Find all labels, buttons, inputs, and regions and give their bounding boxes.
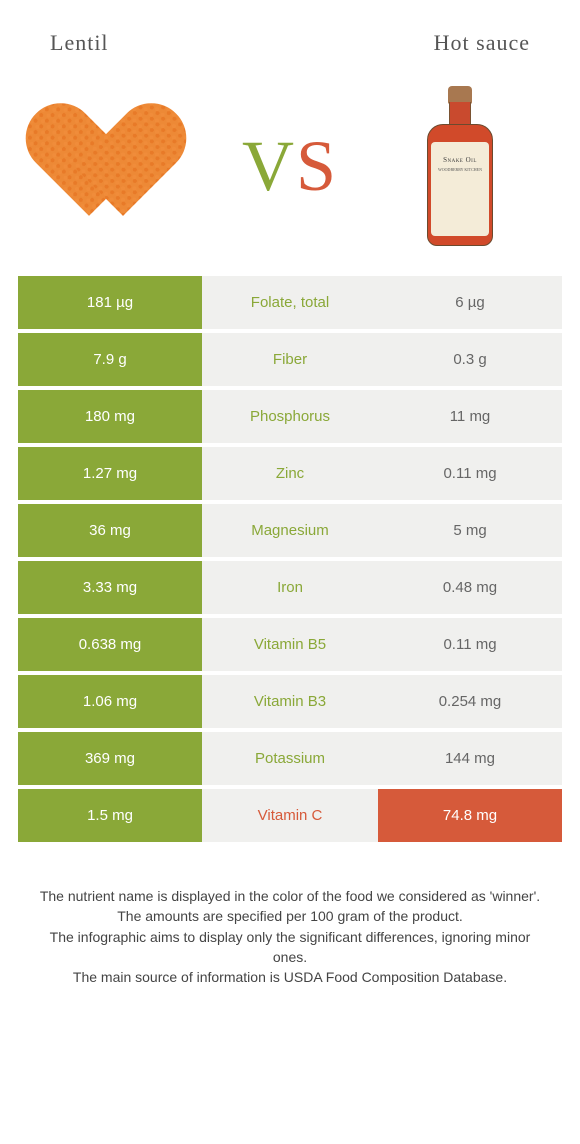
table-row: 180 mgPhosphorus11 mg	[18, 390, 562, 443]
table-row: 3.33 mgIron0.48 mg	[18, 561, 562, 614]
bottle-icon: Snake Oil WOODBERRY KITCHEN	[425, 86, 495, 246]
footer-line: The nutrient name is displayed in the co…	[36, 886, 544, 906]
right-food-title: Hot sauce	[434, 30, 530, 56]
table-row: 181 µgFolate, total6 µg	[18, 276, 562, 329]
right-value: 144 mg	[378, 732, 562, 785]
nutrient-label: Zinc	[202, 447, 378, 500]
nutrient-label: Fiber	[202, 333, 378, 386]
nutrient-label: Magnesium	[202, 504, 378, 557]
nutrient-table: 181 µgFolate, total6 µg7.9 gFiber0.3 g18…	[18, 276, 562, 842]
nutrient-label: Phosphorus	[202, 390, 378, 443]
left-value: 1.5 mg	[18, 789, 202, 842]
right-value: 11 mg	[378, 390, 562, 443]
table-row: 1.06 mgVitamin B30.254 mg	[18, 675, 562, 728]
left-value: 180 mg	[18, 390, 202, 443]
right-value: 74.8 mg	[378, 789, 562, 842]
left-food-title: Lentil	[50, 30, 109, 56]
table-row: 1.27 mgZinc0.11 mg	[18, 447, 562, 500]
images-row: VS Snake Oil WOODBERRY KITCHEN	[0, 66, 580, 276]
left-value: 7.9 g	[18, 333, 202, 386]
bottle-brand: Snake Oil	[443, 156, 477, 164]
left-value: 1.27 mg	[18, 447, 202, 500]
nutrient-label: Potassium	[202, 732, 378, 785]
nutrient-label: Vitamin B3	[202, 675, 378, 728]
nutrient-label: Vitamin C	[202, 789, 378, 842]
nutrient-label: Folate, total	[202, 276, 378, 329]
nutrient-label: Vitamin B5	[202, 618, 378, 671]
right-value: 5 mg	[378, 504, 562, 557]
left-value: 36 mg	[18, 504, 202, 557]
bottle-sub: WOODBERRY KITCHEN	[438, 168, 482, 173]
header: Lentil Hot sauce	[0, 0, 580, 66]
right-value: 0.11 mg	[378, 618, 562, 671]
footer-line: The amounts are specified per 100 gram o…	[36, 906, 544, 926]
hotsauce-image: Snake Oil WOODBERRY KITCHEN	[380, 86, 540, 246]
right-value: 0.11 mg	[378, 447, 562, 500]
right-value: 0.48 mg	[378, 561, 562, 614]
lentil-image	[40, 86, 200, 246]
left-value: 0.638 mg	[18, 618, 202, 671]
table-row: 7.9 gFiber0.3 g	[18, 333, 562, 386]
vs-s-letter: S	[296, 125, 338, 208]
left-value: 3.33 mg	[18, 561, 202, 614]
footer-line: The main source of information is USDA F…	[36, 967, 544, 987]
vs-v-letter: V	[242, 125, 296, 208]
lentil-heart-icon	[55, 106, 185, 226]
right-value: 0.254 mg	[378, 675, 562, 728]
table-row: 0.638 mgVitamin B50.11 mg	[18, 618, 562, 671]
footer-line: The infographic aims to display only the…	[36, 927, 544, 968]
left-value: 181 µg	[18, 276, 202, 329]
table-row: 369 mgPotassium144 mg	[18, 732, 562, 785]
vs-label: VS	[242, 125, 338, 208]
table-row: 1.5 mgVitamin C74.8 mg	[18, 789, 562, 842]
left-value: 1.06 mg	[18, 675, 202, 728]
table-row: 36 mgMagnesium5 mg	[18, 504, 562, 557]
footer-notes: The nutrient name is displayed in the co…	[0, 846, 580, 987]
right-value: 6 µg	[378, 276, 562, 329]
nutrient-label: Iron	[202, 561, 378, 614]
right-value: 0.3 g	[378, 333, 562, 386]
left-value: 369 mg	[18, 732, 202, 785]
